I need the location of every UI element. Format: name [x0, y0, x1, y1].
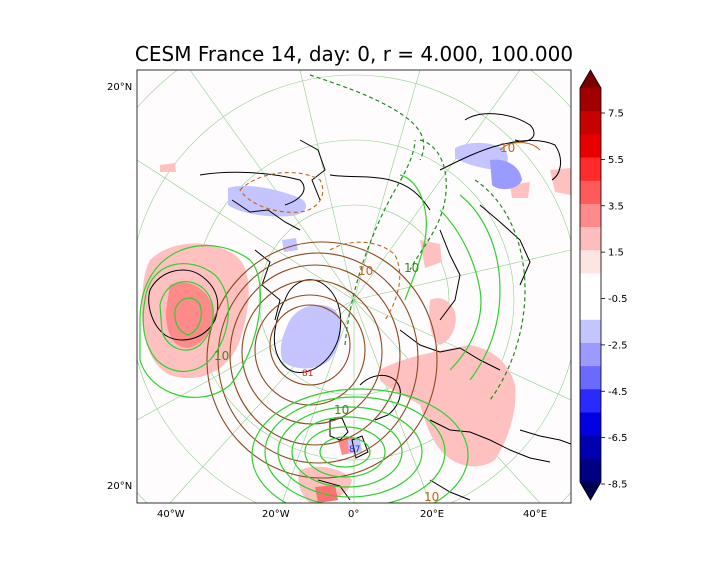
- contours-brown: [206, 141, 541, 479]
- colorbar-tick-label: -6.5: [608, 433, 628, 444]
- lat-label-top: 20°N: [107, 82, 132, 93]
- colorbar-outline: [579, 69, 602, 501]
- colorbar-segment: [580, 458, 601, 483]
- colorbar-segment: [580, 366, 601, 390]
- colorbar-tick-label: 1.5: [608, 248, 624, 259]
- colorbar-tick-label: 3.5: [608, 201, 624, 212]
- colorbar-segment: [580, 203, 601, 228]
- contours-green: [139, 74, 526, 503]
- lon-label: 20°W: [262, 509, 290, 520]
- lon-label: 0°: [348, 509, 359, 520]
- colorbar-segment: [580, 134, 601, 159]
- colorbar-ticks: 7.5 5.5 3.5 1.5 -0.5 -2.5 -4.5 -6.5 -8.5: [601, 109, 628, 491]
- colorbar-tick-label: -0.5: [608, 294, 628, 305]
- contour-label: 10: [358, 264, 373, 278]
- map-panel: 10 10 10 10 10 10 81 87: [137, 70, 571, 504]
- colorbar-tick-label: 5.5: [608, 155, 624, 166]
- colorbar-segment: [580, 273, 601, 298]
- colorbar-segment: [580, 180, 601, 205]
- colorbar-segment: [580, 319, 601, 344]
- colorbar-segment: [580, 389, 601, 413]
- colorbar-tick-label: -4.5: [608, 387, 628, 398]
- colorbar-segment: [580, 342, 601, 367]
- colorbar: [579, 69, 602, 501]
- colorbar-extend-min: [580, 482, 601, 500]
- contour-label: 10: [424, 490, 439, 504]
- contour-label: 10: [404, 261, 419, 275]
- lon-label: 40°E: [523, 509, 547, 520]
- high-center-marker: 87: [349, 445, 360, 455]
- map-frame: [136, 69, 572, 504]
- colorbar-tick-label: 7.5: [608, 109, 624, 120]
- colorbar-segment: [580, 88, 601, 112]
- colorbar-segment: [580, 435, 601, 460]
- colorbar-segment: [580, 296, 601, 321]
- contour-label: 10: [214, 349, 229, 363]
- contour-label: 10: [334, 403, 349, 417]
- colorbar-segment: [580, 412, 601, 437]
- chart-title: CESM France 14, day: 0, r = 4.000, 100.0…: [134, 42, 574, 66]
- lon-label: 20°E: [420, 509, 444, 520]
- anomaly-fill-negative: [228, 142, 522, 454]
- colorbar-segment: [580, 111, 601, 135]
- contour-label: 10: [500, 141, 515, 155]
- low-center-marker: 81: [302, 369, 313, 379]
- colorbar-segment: [580, 250, 601, 274]
- lat-label-bottom: 20°N: [107, 481, 132, 492]
- colorbar-tick-label: -2.5: [608, 340, 628, 351]
- anomaly-fill-positive: [141, 163, 571, 503]
- colorbar-segment: [580, 157, 601, 182]
- colorbar-extend-max: [580, 70, 601, 88]
- colorbar-segment: [580, 227, 601, 251]
- colorbar-tick-label: -8.5: [608, 480, 628, 491]
- lon-label: 40°W: [157, 509, 185, 520]
